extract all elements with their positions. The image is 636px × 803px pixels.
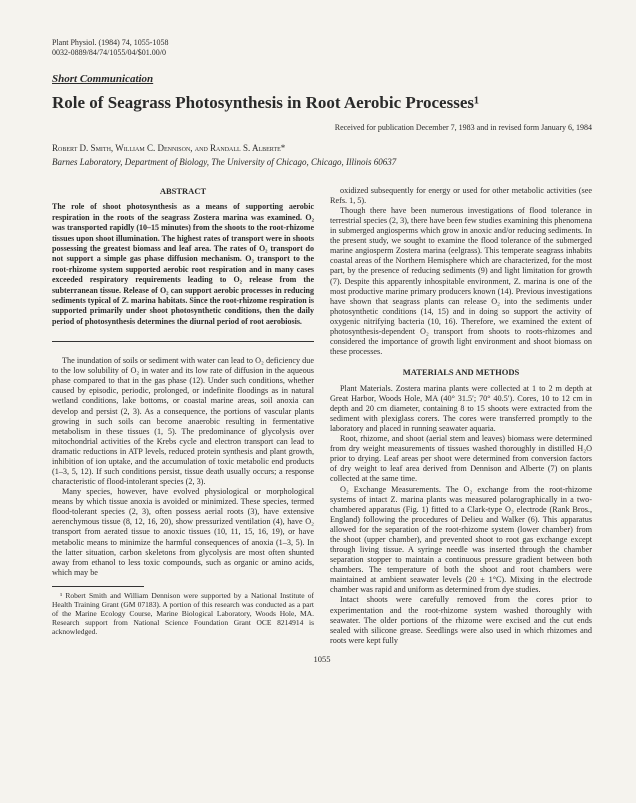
- methods-p1: Plant Materials. Zostera marina plants w…: [330, 384, 592, 434]
- intro-cont-p2: Though there have been numerous investig…: [330, 206, 592, 357]
- article-title: Role of Seagrass Photosynthesis in Root …: [52, 93, 592, 113]
- affiliation: Barnes Laboratory, Department of Biology…: [52, 157, 592, 168]
- methods-heading: MATERIALS AND METHODS: [330, 367, 592, 378]
- received-date: Received for publication December 7, 198…: [52, 123, 592, 133]
- section-type: Short Communication: [52, 73, 592, 87]
- journal-meta: Plant Physiol. (1984) 74, 1055-1058 0032…: [52, 38, 592, 57]
- two-column-body: ABSTRACT The role of shoot photosynthesi…: [52, 186, 592, 646]
- methods-p4: Intact shoots were carefully removed fro…: [330, 595, 592, 645]
- right-column: oxidized subsequently for energy or used…: [330, 186, 592, 646]
- footnote-separator: [52, 586, 144, 587]
- intro-p2: Many species, however, have evolved phys…: [52, 487, 314, 578]
- footnote-text: ¹ Robert Smith and William Dennison were…: [52, 591, 314, 636]
- intro-p1: The inundation of soils or sediment with…: [52, 356, 314, 487]
- journal-citation: Plant Physiol. (1984) 74, 1055-1058: [52, 38, 592, 48]
- authors: Robert D. Smith, William C. Dennison, an…: [52, 143, 592, 154]
- page-number: 1055: [52, 654, 592, 665]
- abstract-heading: ABSTRACT: [52, 186, 314, 197]
- methods-p3: O₂ Exchange Measurements. The O₂ exchang…: [330, 485, 592, 596]
- abstract-separator: [52, 341, 314, 342]
- methods-p2: Root, rhizome, and shoot (aerial stem an…: [330, 434, 592, 484]
- journal-issn: 0032-0889/84/74/1055/04/$01.00/0: [52, 48, 592, 58]
- intro-cont-p1: oxidized subsequently for energy or used…: [330, 186, 592, 206]
- left-column: ABSTRACT The role of shoot photosynthesi…: [52, 186, 314, 646]
- abstract-text: The role of shoot photosynthesis as a me…: [52, 202, 314, 327]
